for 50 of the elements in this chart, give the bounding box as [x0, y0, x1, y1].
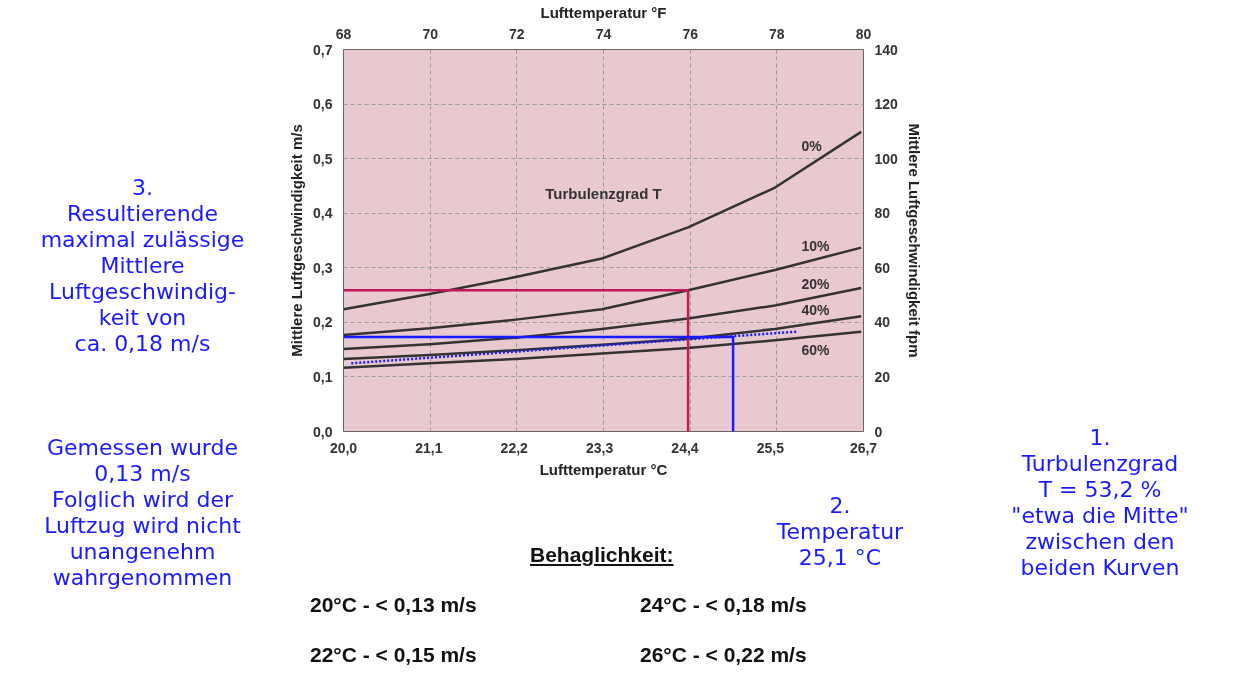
text: Gemessen wurde 0,13 m/s Folglich wird der Luftzug wird nicht unangenehm wahrgenommen: [43, 435, 242, 591]
y2-tick-label: 100: [874, 150, 899, 167]
y-tick-label: 0,3: [313, 259, 333, 276]
y-tick-label: 0,5: [313, 150, 333, 167]
x-tick-label: 22,2: [500, 439, 529, 456]
y2-tick-label: 20: [874, 368, 891, 385]
x-axis-title: Lufttemperatur °C: [539, 460, 668, 478]
y-axis-title: Mittlere Luftgeschwindigkeit m/s: [288, 124, 306, 357]
text: 3. Resultierende maximal zulässige Mittlere Luftgeschwindig- keit von ca. 0,18 m/s: [39, 175, 246, 357]
line-series: [343, 330, 863, 369]
x2-tick-label: 80: [855, 25, 872, 42]
text: Behaglichkeit:: [530, 542, 674, 568]
y-tick-label: 0,7: [313, 41, 333, 58]
legend-title: Turbulenzgrad T: [545, 185, 662, 203]
x-tick-label: 21,1: [415, 439, 443, 456]
x-tick-label: 20,0: [329, 439, 358, 456]
series-label: 10%: [801, 238, 830, 255]
y2-tick-label: 0: [874, 423, 883, 440]
x2-tick-label: 74: [595, 25, 612, 42]
text: 2. Temperatur 25,1 °C: [775, 493, 905, 571]
series-label: 20%: [801, 276, 830, 293]
y2-axis-title: Mittlere Luftgeschwindigkeit fpm: [905, 123, 923, 358]
x2-tick-label: 72: [509, 25, 525, 42]
text: 1. Turbulenzgrad T = 53,2 % "etwa die Mitte" zwischen den beiden Kurven: [1010, 425, 1190, 581]
series-label: 40%: [801, 302, 830, 319]
series-label: 0%: [801, 137, 823, 154]
text: 22°C - < 0,15 m/s: [310, 642, 477, 668]
x-tick-label: 26,7: [849, 439, 878, 456]
x2-tick-label: 70: [422, 25, 439, 42]
y-tick-label: 0,0: [313, 423, 333, 440]
chart-title: Lufttemperatur °F: [540, 3, 667, 21]
x2-tick-label: 68: [335, 25, 352, 42]
y-tick-label: 0,6: [313, 96, 333, 113]
y-tick-label: 0,1: [313, 368, 333, 385]
y2-tick-label: 60: [874, 259, 891, 276]
y2-tick-label: 120: [874, 96, 899, 113]
x-tick-label: 25,5: [756, 439, 785, 456]
text: 20°C - < 0,13 m/s: [310, 592, 477, 618]
y-tick-label: 0,2: [313, 314, 333, 331]
x2-tick-label: 78: [769, 25, 785, 42]
series-label: 60%: [801, 341, 830, 358]
x-tick-label: 24,4: [671, 439, 699, 456]
y2-tick-label: 40: [874, 314, 891, 331]
y2-tick-label: 80: [874, 205, 891, 222]
text: 24°C - < 0,18 m/s: [640, 592, 807, 618]
x2-tick-label: 76: [682, 25, 699, 42]
text: 26°C - < 0,22 m/s: [640, 642, 807, 668]
y2-tick-label: 140: [874, 41, 899, 58]
y-tick-label: 0,4: [313, 205, 333, 222]
x-tick-label: 23,3: [586, 439, 614, 456]
